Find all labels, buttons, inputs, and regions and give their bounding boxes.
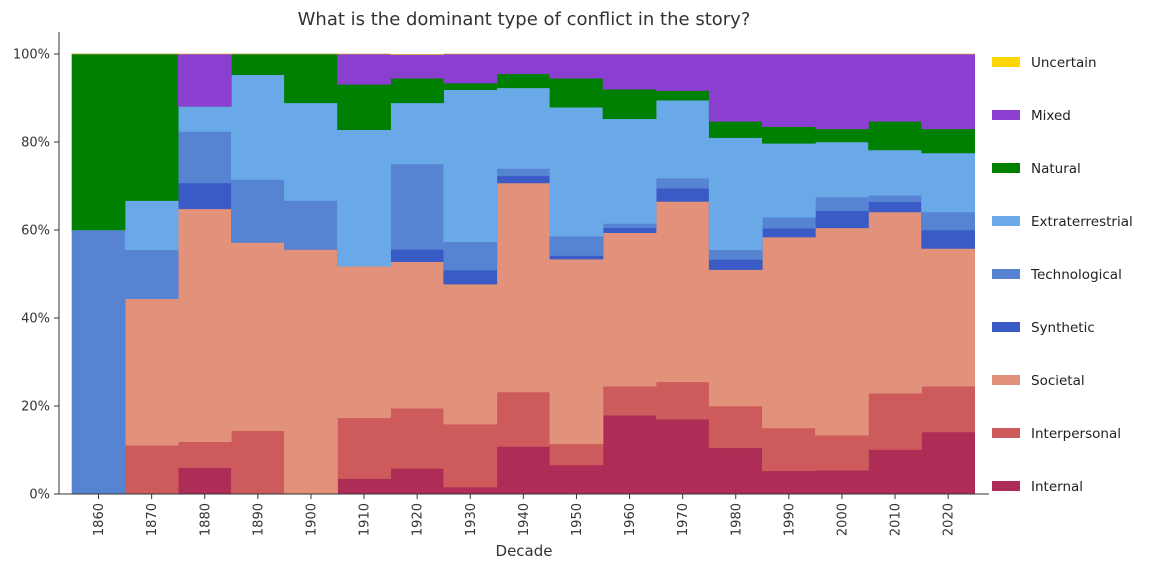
x-tick-label: 2000 [835,503,850,536]
y-tick-label: 60% [21,224,50,239]
legend-swatch-societal [992,375,1020,385]
legend-label-internal: Internal [1031,479,1083,495]
legend-label-interpersonal: Interpersonal [1031,426,1121,442]
x-tick-label: 1950 [570,503,585,536]
legend-label-synthetic: Synthetic [1031,320,1095,336]
y-tick-label: 40% [21,312,50,327]
y-tick-label: 80% [21,136,50,151]
chart-title: What is the dominant type of conflict in… [298,9,751,30]
x-axis: 1860 1870 1880 1890 1900 1910 1920 1930 1940 1950… [59,493,989,536]
x-tick-label: 1920 [411,503,426,536]
x-tick-label: 1930 [464,503,479,536]
legend-label-technological: Technological [1030,267,1122,283]
y-tick-label: 20% [21,400,50,415]
x-tick-label: 1890 [251,503,266,536]
x-tick-label: 1870 [145,503,160,536]
x-tick-label: 1960 [623,503,638,536]
legend-swatch-natural [992,163,1020,173]
x-tick-label: 1990 [782,503,797,536]
legend-swatch-mixed [992,110,1020,120]
x-tick-label: 1880 [198,503,213,536]
x-tick-label: 1940 [517,503,532,536]
x-tick-label: 1860 [92,503,107,536]
x-tick-label: 1900 [304,503,319,536]
legend-swatch-extraterrestrial [992,216,1020,226]
legend-swatch-synthetic [992,322,1020,332]
legend-label-extraterrestrial: Extraterrestrial [1031,214,1133,230]
y-tick-label: 0% [29,488,50,503]
y-tick-label: 100% [13,48,50,63]
legend-swatch-internal [992,481,1020,491]
x-tick-label: 1970 [676,503,691,536]
x-tick-label: 1910 [358,503,373,536]
legend-label-natural: Natural [1031,161,1081,177]
legend-swatch-interpersonal [992,428,1020,438]
x-tick-label: 2010 [889,503,904,536]
legend-label-mixed: Mixed [1031,108,1071,124]
area-layers [71,53,975,495]
legend-swatch-uncertain [992,57,1020,67]
x-tick-label: 2020 [942,503,957,536]
legend-swatch-technological [992,269,1020,279]
x-axis-label: Decade [496,542,553,560]
y-axis: 0% 20% 40% 60% 80% 100% [13,32,60,503]
legend: Uncertain Mixed Natural Extraterrestrial Tec… [992,55,1133,495]
legend-label-uncertain: Uncertain [1031,55,1097,71]
legend-label-societal: Societal [1031,373,1085,389]
x-tick-label: 1980 [729,503,744,536]
